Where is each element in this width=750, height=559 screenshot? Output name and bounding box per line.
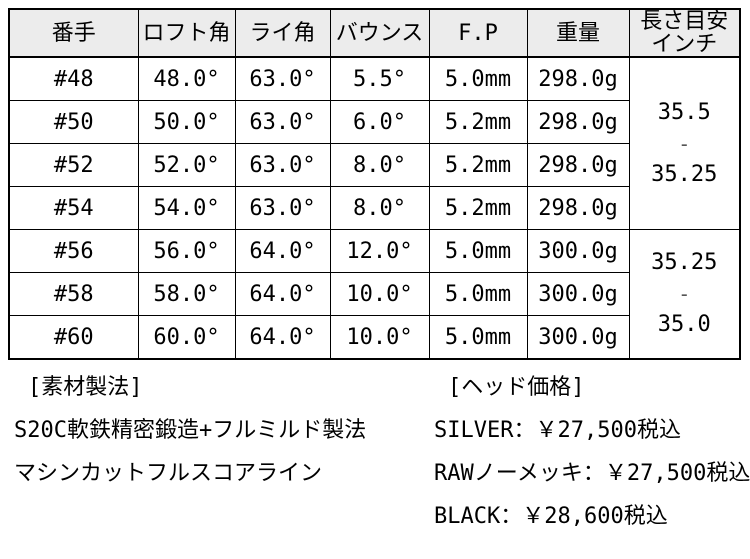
cell-weight: 298.0g [526, 56, 630, 102]
cell-lie: 64.0° [234, 315, 331, 360]
cell-fp: 5.2mm [428, 100, 528, 145]
price-line-black: BLACK：￥28,600税込 [434, 504, 668, 529]
header-lie: ライ角 [234, 8, 331, 59]
length-top: 35.5 [657, 99, 711, 125]
header-length: 長さ目安 インチ [628, 8, 741, 59]
cell-fp: 5.0mm [428, 315, 528, 360]
cell-number: #52 [8, 143, 139, 188]
cell-fp: 5.2mm [428, 143, 528, 188]
cell-bounce: 10.0° [329, 272, 430, 317]
table-row-50: #50 50.0° 63.0° 6.0° 5.2mm 298.0g [8, 100, 740, 145]
cell-weight: 298.0g [526, 143, 630, 188]
cell-fp: 5.0mm [428, 56, 528, 102]
length-cell-group2: 35.25 - 35.0 [628, 229, 741, 360]
table-row-60: #60 60.0° 64.0° 10.0° 5.0mm 300.0g [8, 315, 740, 360]
cell-bounce: 10.0° [329, 315, 430, 360]
cell-bounce: 8.0° [329, 186, 430, 231]
header-row: 番手 ロフト角 ライ角 バウンス F.P 重量 長さ目安 インチ [8, 8, 741, 59]
cell-loft: 58.0° [137, 272, 236, 317]
length-separator: - [678, 131, 691, 156]
table-row-48: #48 48.0° 63.0° 5.5° 5.0mm 298.0g 35.5 -… [8, 56, 741, 231]
cell-number: #50 [8, 100, 139, 145]
table-row-58: #58 58.0° 64.0° 10.0° 5.0mm 300.0g [8, 272, 740, 317]
length-separator: - [678, 282, 691, 307]
cell-number: #60 [8, 315, 139, 360]
cell-lie: 63.0° [234, 143, 331, 188]
header-fp: F.P [428, 8, 528, 59]
cell-lie: 64.0° [234, 229, 331, 274]
cell-bounce: 8.0° [329, 143, 430, 188]
wedge-spec-table: 番手 ロフト角 ライ角 バウンス F.P 重量 長さ目安 インチ #48 48.… [8, 8, 741, 361]
price-line-raw: RAWノーメッキ：￥27,500税込 [434, 461, 750, 486]
cell-fp: 5.0mm [428, 272, 528, 317]
cell-weight: 298.0g [526, 100, 630, 145]
cell-fp: 5.2mm [428, 186, 528, 231]
cell-lie: 64.0° [234, 272, 331, 317]
material-title: [素材製法] [28, 375, 143, 400]
cell-bounce: 5.5° [329, 56, 430, 102]
material-line2: マシンカットフルスコアライン [14, 461, 323, 486]
price-title: [ヘッド価格] [448, 375, 585, 400]
cell-loft: 60.0° [137, 315, 236, 360]
cell-number: #56 [8, 229, 139, 274]
cell-fp: 5.0mm [428, 229, 528, 274]
length-bottom: 35.25 [651, 161, 718, 187]
cell-weight: 300.0g [526, 315, 630, 360]
cell-lie: 63.0° [234, 100, 331, 145]
price-line-silver: SILVER：￥27,500税込 [434, 418, 681, 443]
cell-weight: 298.0g [526, 186, 630, 231]
cell-lie: 63.0° [234, 56, 331, 102]
cell-lie: 63.0° [234, 186, 331, 231]
header-weight: 重量 [526, 8, 630, 59]
header-loft: ロフト角 [137, 8, 236, 59]
cell-loft: 54.0° [137, 186, 236, 231]
table-row-52: #52 52.0° 63.0° 8.0° 5.2mm 298.0g [8, 143, 740, 188]
cell-weight: 300.0g [526, 272, 630, 317]
price-notes: [ヘッド価格] SILVER：￥27,500税込 RAWノーメッキ：￥27,50… [434, 374, 750, 546]
cell-number: #54 [8, 186, 139, 231]
material-notes: [素材製法] S20C軟鉄精密鍛造+フルミルド製法 マシンカットフルスコアライン [14, 374, 366, 503]
cell-loft: 56.0° [137, 229, 236, 274]
length-top: 35.25 [651, 250, 718, 276]
length-cell-group1: 35.5 - 35.25 [628, 56, 741, 231]
length-bottom: 35.0 [657, 312, 711, 338]
table-row-56: #56 56.0° 64.0° 12.0° 5.0mm 300.0g 35.25… [8, 229, 741, 360]
cell-loft: 52.0° [137, 143, 236, 188]
header-length-line1: 長さ目安 [640, 9, 729, 34]
header-bounce: バウンス [329, 8, 430, 59]
header-length-line2: インチ [651, 32, 718, 58]
cell-loft: 50.0° [137, 100, 236, 145]
cell-number: #58 [8, 272, 139, 317]
cell-loft: 48.0° [137, 56, 236, 102]
cell-bounce: 6.0° [329, 100, 430, 145]
material-line1: S20C軟鉄精密鍛造+フルミルド製法 [14, 418, 367, 443]
cell-number: #48 [8, 56, 139, 102]
cell-bounce: 12.0° [329, 229, 430, 274]
header-number: 番手 [8, 8, 139, 59]
cell-weight: 300.0g [526, 229, 630, 274]
